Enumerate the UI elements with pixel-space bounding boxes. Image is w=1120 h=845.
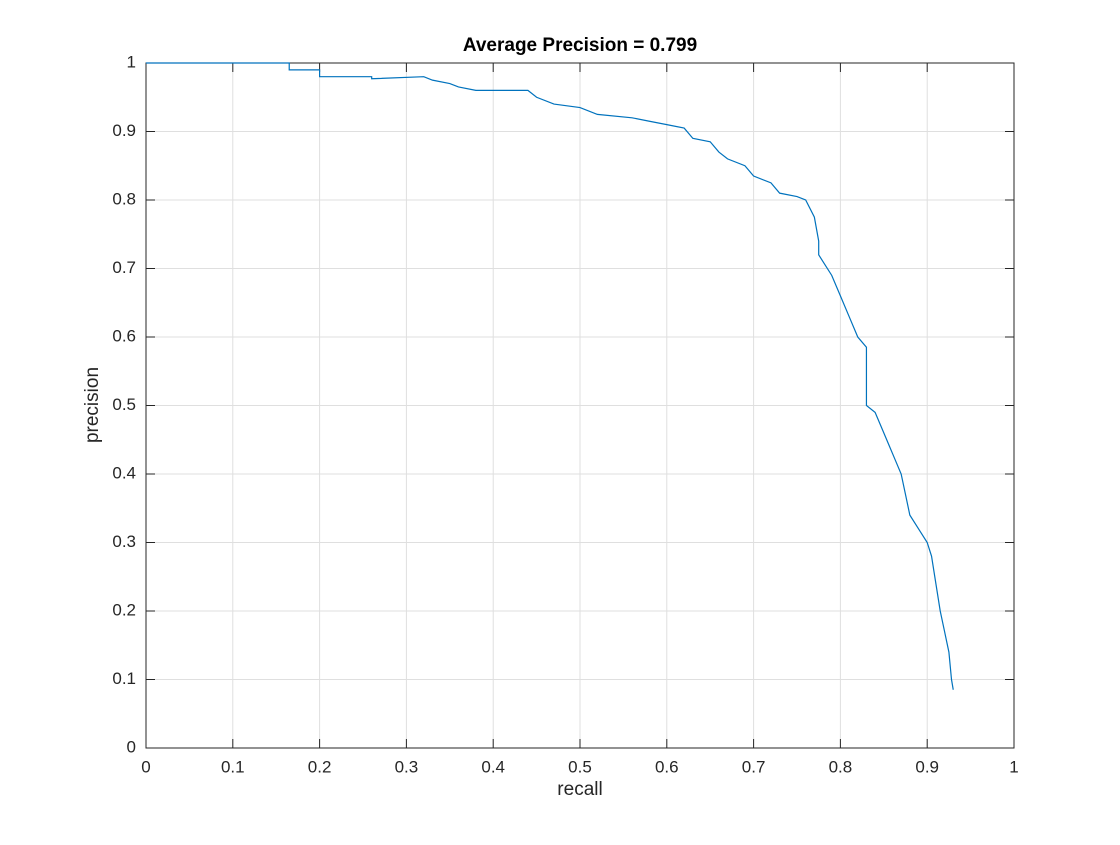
x-tick-label: 0.7	[742, 757, 766, 776]
y-tick-label: 0.2	[112, 600, 136, 619]
y-tick-label: 0.8	[112, 189, 136, 208]
x-tick-label: 1	[1009, 757, 1018, 776]
x-tick-label: 0	[141, 757, 150, 776]
y-tick-label: 0.4	[112, 463, 136, 482]
chart-title: Average Precision = 0.799	[463, 35, 697, 56]
x-tick-label: 0.4	[481, 757, 505, 776]
x-tick-label: 0.8	[829, 757, 853, 776]
y-axis-label: precision	[82, 367, 103, 443]
axes-box	[145, 62, 1015, 749]
y-tick-label: 0.6	[112, 326, 136, 345]
y-tick-label: 0.9	[112, 121, 136, 140]
y-tick-label: 0.3	[112, 532, 136, 551]
x-axis-label: recall	[557, 779, 602, 800]
x-tick-label: 0.6	[655, 757, 679, 776]
y-tick-label: 1	[127, 52, 136, 71]
curve	[146, 62, 954, 690]
x-tick-label: 0.1	[221, 757, 245, 776]
y-tick-label: 0.5	[112, 395, 136, 414]
x-tick-label: 0.2	[308, 757, 332, 776]
x-tick-label: 0.5	[568, 757, 592, 776]
x-tick-label: 0.3	[395, 757, 419, 776]
y-tick-label: 0	[127, 737, 136, 756]
y-tick-label: 0.7	[112, 258, 136, 277]
x-tick-label: 0.9	[915, 757, 939, 776]
y-tick-label: 0.1	[112, 669, 136, 688]
